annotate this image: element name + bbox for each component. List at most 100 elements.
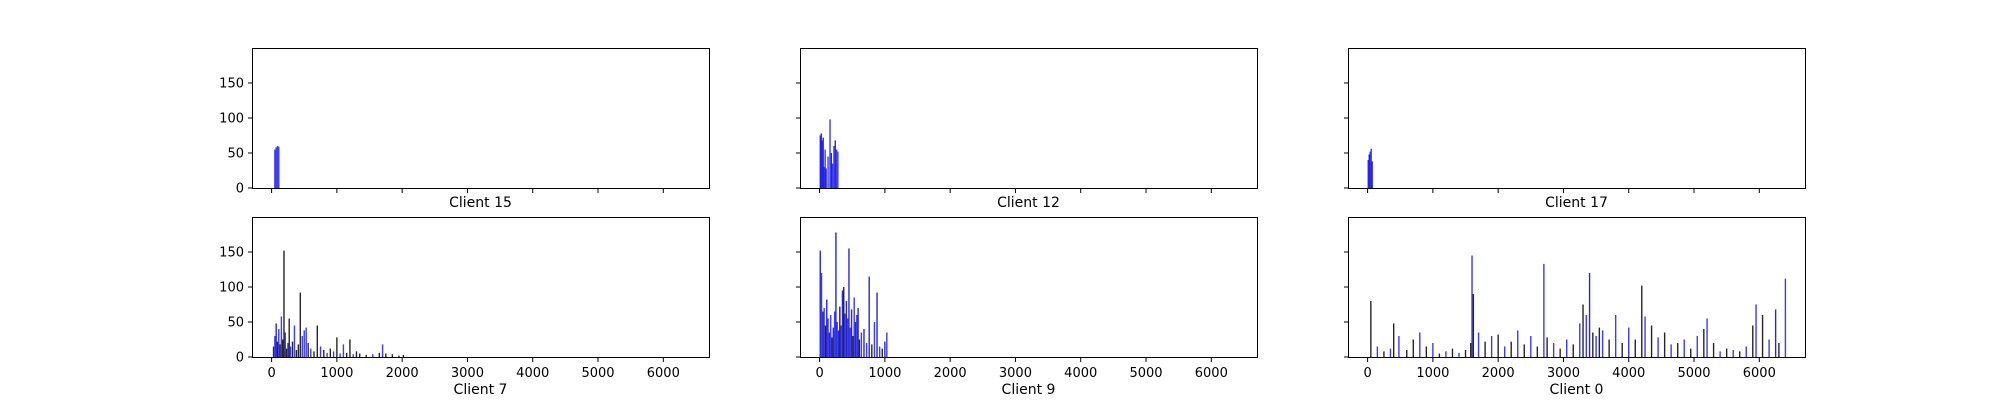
bar: [881, 348, 883, 357]
bar: [845, 301, 848, 357]
bar: [1432, 343, 1434, 357]
bar: [1592, 332, 1594, 357]
bar: [1510, 341, 1512, 357]
x-axis-label: Client 12: [997, 195, 1060, 211]
bar: [1471, 255, 1473, 357]
bar: [339, 353, 341, 357]
bar: [1464, 350, 1467, 357]
x-tick-label: 2000: [386, 366, 419, 381]
bar: [342, 344, 345, 357]
bar: [822, 311, 824, 357]
bar: [326, 352, 328, 357]
bar: [1608, 339, 1610, 357]
bar: [1370, 148, 1372, 188]
bar: [279, 344, 281, 357]
bar: [355, 351, 358, 357]
bar: [303, 330, 305, 357]
bar: [821, 140, 823, 188]
bar: [1368, 154, 1370, 188]
bar: [856, 315, 858, 357]
bar: [884, 341, 886, 357]
y-tick-label: 150: [219, 77, 244, 92]
x-tick-label: 6000: [1195, 366, 1228, 381]
bar: [1774, 309, 1777, 357]
bar: [1670, 344, 1672, 357]
bar: [849, 327, 851, 357]
bar: [829, 119, 831, 188]
bar: [1690, 348, 1692, 357]
bar: [1712, 343, 1715, 357]
x-tick-label: 1000: [868, 366, 901, 381]
y-tick-label: 100: [219, 281, 244, 296]
x-tick-label: 3000: [999, 366, 1032, 381]
bar: [1663, 332, 1666, 357]
bar: [819, 250, 821, 357]
bar: [819, 135, 821, 188]
bar: [1376, 346, 1379, 357]
bar: [1425, 346, 1428, 357]
bar: [1559, 348, 1561, 357]
x-tick-label: 2000: [934, 366, 967, 381]
bar: [1650, 325, 1653, 357]
x-tick-label: 4000: [516, 366, 549, 381]
x-axis-label: Client 7: [454, 382, 508, 398]
bar: [825, 168, 827, 188]
bar: [823, 167, 825, 188]
x-tick-label: 2000: [1482, 366, 1515, 381]
axes-frame: [800, 48, 1258, 189]
bar: [831, 163, 834, 188]
bar: [1369, 151, 1371, 188]
bar: [829, 315, 832, 357]
axes-frame: [1348, 217, 1806, 358]
bar: [841, 290, 844, 357]
bar: [1523, 344, 1525, 357]
x-tick-label: 3000: [451, 366, 484, 381]
bar: [276, 341, 279, 357]
bar: [868, 276, 870, 357]
bar: [852, 336, 854, 357]
bar: [820, 273, 823, 357]
bar: [826, 299, 828, 357]
bar: [1458, 352, 1460, 357]
bar: [287, 343, 289, 357]
bar: [345, 352, 348, 357]
bar: [835, 149, 838, 188]
bar: [1601, 330, 1604, 357]
x-tick-label: 4000: [1064, 366, 1097, 381]
bar: [272, 346, 275, 357]
bar: [1585, 315, 1587, 357]
bar: [886, 332, 888, 357]
bar: [833, 146, 835, 188]
bar: [1497, 334, 1499, 357]
bar: [336, 337, 338, 357]
x-tick-label: 4000: [1612, 366, 1645, 381]
bar: [275, 323, 277, 357]
bar: [1484, 341, 1486, 357]
bar: [319, 346, 322, 357]
bar: [1470, 343, 1472, 357]
x-axis-label: Client 17: [1545, 195, 1608, 211]
bar: [365, 354, 367, 357]
subplot-client-9: 0 1000 2000 3000 4000 5000 6000 Client 9: [796, 217, 1258, 398]
bar: [1676, 343, 1679, 357]
axes-frame: [252, 48, 710, 189]
bar: [828, 332, 831, 357]
bar: [289, 346, 292, 357]
bar: [873, 322, 876, 357]
bar: [1706, 318, 1708, 357]
x-tick-label: 5000: [1129, 366, 1162, 381]
bar: [1477, 332, 1480, 357]
axes-frame: [252, 217, 710, 358]
bar: [1546, 337, 1548, 357]
x-tick-label: 0: [815, 366, 823, 381]
bar: [1389, 348, 1392, 357]
bar: [398, 355, 400, 357]
subplot-client-7: 0 1000 2000 3000 4000 5000 6000 0 50 100 150 Client…: [219, 217, 710, 398]
bar: [291, 341, 294, 357]
bar: [1579, 323, 1581, 357]
bar: [385, 353, 387, 357]
bar: [865, 343, 868, 357]
bar: [830, 153, 833, 188]
bar: [402, 354, 405, 357]
bar: [276, 146, 279, 188]
